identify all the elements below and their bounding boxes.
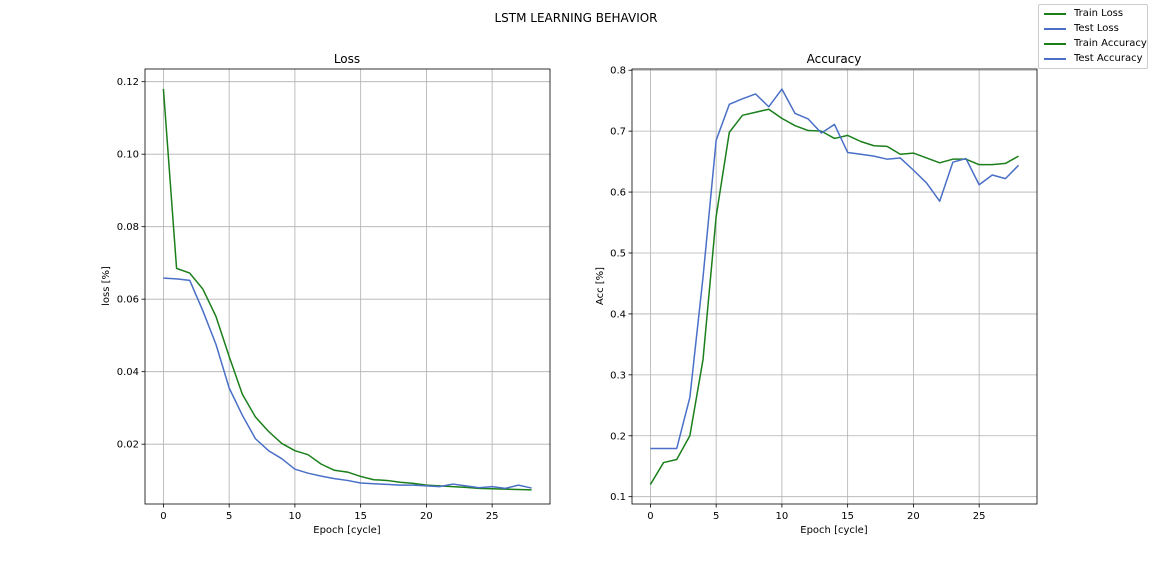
accuracy-ytick-label: 0.7 xyxy=(610,127,626,138)
legend-label: Test Loss xyxy=(1074,23,1119,34)
accuracy-ytick-label: 0.6 xyxy=(610,188,626,199)
accuracy-ytick-label: 0.5 xyxy=(610,248,626,259)
loss-xtick-label: 10 xyxy=(289,511,302,522)
legend-label: Test Accuracy xyxy=(1074,53,1143,64)
loss-chart-title: Loss xyxy=(334,52,360,66)
loss-xtick-label: 0 xyxy=(160,511,166,522)
accuracy-xtick-label: 10 xyxy=(776,511,789,522)
loss-xtick-label: 20 xyxy=(420,511,433,522)
loss-ytick-label: 0.06 xyxy=(117,295,139,306)
loss-xtick-label: 15 xyxy=(354,511,367,522)
loss-series-test-loss-line xyxy=(163,277,532,490)
legend-entry-test-accuracy: Test Accuracy xyxy=(1039,51,1147,66)
loss-ytick-label: 0.10 xyxy=(117,150,139,161)
figure-title: LSTM LEARNING BEHAVIOR xyxy=(494,11,657,25)
legend-label: Train Loss xyxy=(1074,8,1124,19)
legend-swatch xyxy=(1044,12,1066,15)
loss-chart-xlabel: Epoch [cycle] xyxy=(313,525,381,536)
legend: Train Loss Test Loss Train Accuracy Test… xyxy=(1038,4,1148,69)
accuracy-ytick-label: 0.1 xyxy=(610,492,626,503)
accuracy-ytick-label: 0.3 xyxy=(610,370,626,381)
accuracy-chart-ylabel: Acc [%] xyxy=(595,267,606,305)
legend-entry-train-loss: Train Loss xyxy=(1039,6,1147,21)
loss-xtick-label: 5 xyxy=(226,511,232,522)
loss-ytick-label: 0.12 xyxy=(117,77,139,88)
loss-ytick-label: 0.08 xyxy=(117,222,139,233)
legend-swatch xyxy=(1044,27,1066,30)
loss-xtick-label: 25 xyxy=(486,511,499,522)
accuracy-xtick-label: 5 xyxy=(713,511,719,522)
accuracy-series-train-accuracy-line xyxy=(649,108,1019,485)
accuracy-ytick-label: 0.8 xyxy=(610,66,626,77)
accuracy-chart-xlabel: Epoch [cycle] xyxy=(800,525,868,536)
loss-chart: Loss Epoch [cycle] loss [%] 0 5 10 15 20 25 0.… xyxy=(101,52,551,536)
loss-chart-frame xyxy=(144,68,551,505)
accuracy-chart-title: Accuracy xyxy=(807,52,862,66)
loss-series-train-loss-line xyxy=(162,88,532,491)
accuracy-chart: Accuracy Epoch [cycle] Acc [%] 0 5 10 15 20 2… xyxy=(595,52,1038,536)
accuracy-xtick-label: 15 xyxy=(841,511,854,522)
legend-swatch xyxy=(1044,57,1066,60)
legend-entry-test-loss: Test Loss xyxy=(1039,21,1147,36)
accuracy-xtick-label: 25 xyxy=(973,511,986,522)
accuracy-xtick-label: 0 xyxy=(647,511,653,522)
legend-swatch xyxy=(1044,42,1066,45)
accuracy-ytick-label: 0.2 xyxy=(610,431,626,442)
loss-ytick-label: 0.02 xyxy=(117,440,139,451)
accuracy-chart-frame xyxy=(631,68,1038,505)
loss-ytick-label: 0.04 xyxy=(117,367,139,378)
accuracy-xtick-label: 20 xyxy=(907,511,920,522)
accuracy-series-test-accuracy-line xyxy=(650,88,1020,450)
legend-label: Train Accuracy xyxy=(1074,38,1147,49)
loss-chart-ylabel: loss [%] xyxy=(101,266,112,306)
accuracy-ytick-label: 0.4 xyxy=(610,309,626,320)
legend-entry-train-accuracy: Train Accuracy xyxy=(1039,36,1147,51)
